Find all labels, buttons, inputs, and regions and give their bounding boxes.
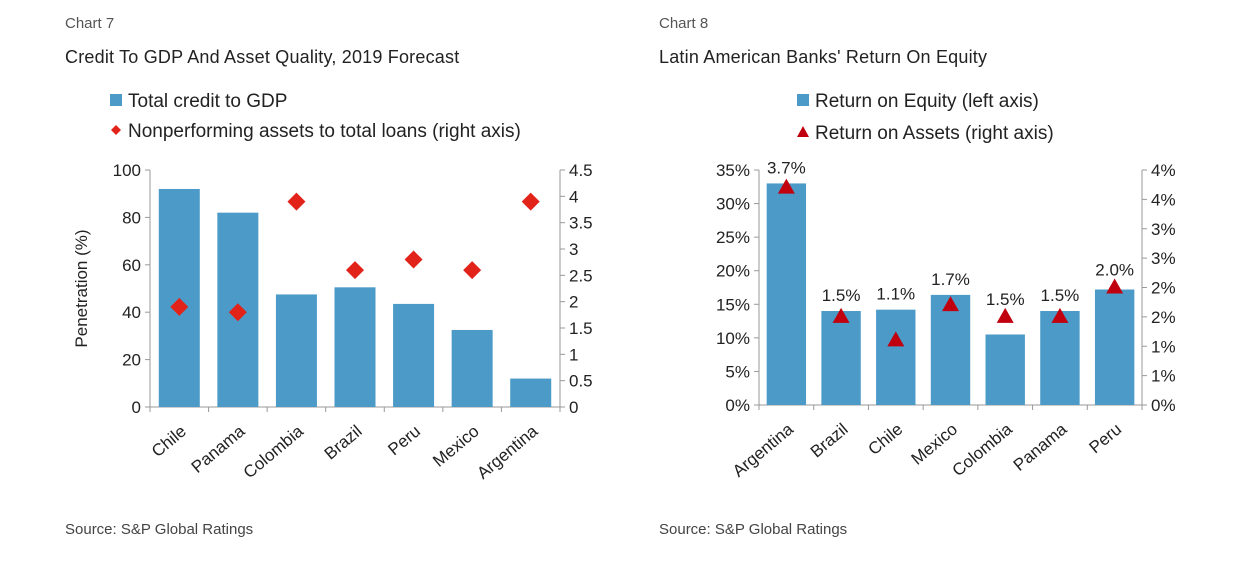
bar <box>393 303 435 407</box>
legend-swatch-bar <box>110 94 122 106</box>
marker-triangle <box>1051 307 1069 323</box>
y-tick-label-left: 30% <box>716 195 750 214</box>
return-on-equity-chart: 0% 5% 10% 15% 20% 25% 30% 35% 0% 1% 1% 2% 2% 3% 3% 4% 4%… <box>716 91 1176 481</box>
y-tick-label-right: 0.5 <box>569 372 593 391</box>
data-label: 1.7% <box>931 270 970 289</box>
x-tick-label: Chile <box>864 420 906 459</box>
marker-diamond <box>287 192 306 211</box>
legend-label: Nonperforming assets to total loans (rig… <box>128 121 521 142</box>
x-tick-label: Argentina <box>729 419 797 481</box>
y-tick-label-right: 3% <box>1151 220 1176 239</box>
bar <box>510 378 552 407</box>
marker-triangle <box>832 307 850 323</box>
data-label: 3.7% <box>767 158 806 177</box>
y-tick-label-left: 10% <box>716 329 750 348</box>
marker-triangle <box>996 307 1014 323</box>
chart-7-panel: Chart 7 Credit To GDP And Asset Quality,… <box>0 0 600 583</box>
marker-diamond <box>228 303 247 322</box>
x-tick-label: Peru <box>384 422 424 460</box>
y-tick-label-left: 35% <box>716 161 750 180</box>
chart-number-label: Chart 8 <box>659 15 709 32</box>
y-tick-label-right: 3 <box>569 240 578 259</box>
legend-swatch-diamond <box>111 125 121 135</box>
data-label: 1.1% <box>876 285 915 304</box>
bar <box>451 329 493 407</box>
data-label: 2.0% <box>1095 261 1134 280</box>
marker-diamond <box>170 297 189 316</box>
data-label: 1.5% <box>986 290 1025 309</box>
y-axis-title-left: Penetration (%) <box>72 229 91 347</box>
bar <box>876 309 916 405</box>
y-tick-label-left: 80 <box>122 208 141 227</box>
chart-title: Credit To GDP And Asset Quality, 2019 Fo… <box>65 47 460 67</box>
y-tick-label-left: 100 <box>113 161 141 180</box>
bar <box>930 294 971 405</box>
bar <box>334 287 376 407</box>
y-tick-label-left: 25% <box>716 228 750 247</box>
y-tick-label-left: 5% <box>725 362 750 381</box>
data-label: 1.5% <box>822 286 861 305</box>
x-tick-label: Argentina <box>473 421 541 483</box>
x-tick-label: Colombia <box>949 419 1017 480</box>
y-tick-label-right: 0% <box>1151 396 1176 415</box>
y-tick-label-right: 4 <box>569 187 578 206</box>
chart-title: Latin American Banks' Return On Equity <box>659 47 988 67</box>
x-tick-label: Brazil <box>807 420 852 462</box>
chart-source: Source: S&P Global Ratings <box>659 521 848 538</box>
y-tick-label-right: 4.5 <box>569 161 593 180</box>
data-label: 1.5% <box>1041 286 1080 305</box>
x-tick-label: Panama <box>1010 419 1071 475</box>
legend-label: Return on Equity (left axis) <box>815 91 1039 112</box>
y-tick-label-left: 20 <box>122 351 141 370</box>
y-tick-label-left: 60 <box>122 256 141 275</box>
bar <box>766 183 807 405</box>
marker-triangle <box>887 331 905 347</box>
chart-source: Source: S&P Global Ratings <box>65 521 254 538</box>
y-tick-label-right: 0 <box>569 398 578 417</box>
y-tick-label-right: 1.5 <box>569 319 593 338</box>
y-tick-label-right: 2.5 <box>569 266 593 285</box>
y-tick-label-left: 20% <box>716 262 750 281</box>
bar <box>985 334 1025 405</box>
y-tick-label-right: 4% <box>1151 190 1176 209</box>
y-tick-label-right: 2 <box>569 293 578 312</box>
bar <box>275 294 317 407</box>
legend-label: Total credit to GDP <box>128 91 287 112</box>
chart-number-label: Chart 7 <box>65 15 115 32</box>
y-tick-label-right: 1% <box>1151 337 1176 356</box>
legend-label: Return on Assets (right axis) <box>815 123 1054 144</box>
y-tick-label-right: 2% <box>1151 308 1176 327</box>
legend-swatch-bar <box>797 94 809 106</box>
x-tick-label: Brazil <box>321 422 366 464</box>
x-tick-label: Peru <box>1085 420 1125 458</box>
marker-diamond <box>463 261 482 280</box>
y-tick-label-left: 0 <box>132 398 141 417</box>
marker-diamond <box>404 250 423 269</box>
x-tick-label: Chile <box>148 422 190 461</box>
x-tick-label: Colombia <box>240 421 308 482</box>
y-tick-label-right: 3% <box>1151 249 1176 268</box>
marker-diamond <box>521 192 540 211</box>
legend-swatch-triangle <box>797 126 809 137</box>
y-tick-label-left: 40 <box>122 303 141 322</box>
marker-triangle <box>777 178 795 194</box>
marker-triangle <box>942 296 959 312</box>
y-tick-label-right: 1% <box>1151 367 1176 386</box>
y-tick-label-left: 15% <box>716 295 750 314</box>
y-tick-label-right: 4% <box>1151 161 1176 180</box>
y-tick-label-left: 0% <box>725 396 750 415</box>
marker-triangle <box>1106 278 1124 294</box>
bar <box>1094 289 1135 405</box>
bar <box>821 311 861 405</box>
y-tick-label-right: 3.5 <box>569 214 593 233</box>
bar <box>1040 311 1080 405</box>
y-tick-label-right: 2% <box>1151 279 1176 298</box>
credit-to-gdp-chart: 02040608010000.511.522.533.544.5ChilePan… <box>72 91 593 483</box>
chart-8-panel: Chart 8 Latin American Banks' Return On … <box>595 0 1195 583</box>
x-tick-label: Mexico <box>429 422 482 471</box>
y-tick-label-right: 1 <box>569 345 578 364</box>
marker-diamond <box>346 261 364 280</box>
